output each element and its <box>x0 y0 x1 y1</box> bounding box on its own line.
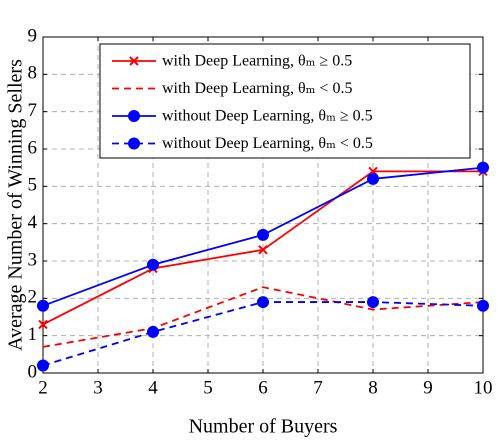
x-tick-label: 4 <box>148 377 158 398</box>
marker <box>147 325 159 338</box>
x-tick-label: 3 <box>93 377 103 398</box>
legend-label: with Deep Learning, θₘ < 0.5 <box>162 80 352 97</box>
y-tick-label: 5 <box>28 175 38 196</box>
y-tick-label: 8 <box>28 63 38 84</box>
legend-label: without Deep Learning, θₘ < 0.5 <box>162 135 373 152</box>
x-tick-label: 8 <box>368 377 378 398</box>
marker <box>477 161 489 174</box>
y-tick-label: 4 <box>28 212 38 233</box>
x-tick-label: 9 <box>423 377 433 398</box>
y-tick-label: 7 <box>28 100 38 121</box>
legend-box <box>99 43 471 159</box>
series-line <box>42 286 484 348</box>
x-tick-label: 6 <box>258 377 268 398</box>
marker <box>37 359 49 372</box>
marker <box>128 137 140 150</box>
marker <box>129 56 139 66</box>
marker <box>128 110 140 122</box>
marker <box>367 172 379 185</box>
marker <box>147 258 159 271</box>
y-axis-label: Average Number of Winning Sellers <box>5 59 27 351</box>
marker <box>477 299 489 312</box>
plot-frame <box>42 36 484 374</box>
marker <box>367 296 379 309</box>
legend-label: without Deep Learning, θₘ ≥ 0.5 <box>162 108 373 125</box>
marker <box>37 299 49 312</box>
y-tick-label: 3 <box>28 249 38 270</box>
y-tick-label: 0 <box>28 361 38 382</box>
marker <box>38 319 48 330</box>
x-tick-label: 7 <box>313 377 323 398</box>
y-tick-label: 2 <box>28 287 38 308</box>
x-tick-label: 5 <box>203 377 213 398</box>
marker <box>257 296 269 309</box>
legend-label: with Deep Learning, θₘ ≥ 0.5 <box>162 53 352 70</box>
y-tick-label: 9 <box>28 25 38 46</box>
x-axis-label: Number of Buyers <box>189 416 338 438</box>
y-tick-label: 6 <box>28 137 38 158</box>
marker <box>258 245 268 255</box>
y-tick-label: 1 <box>28 324 38 345</box>
x-tick-label: 10 <box>474 377 493 398</box>
legend: with Deep Learning, θₘ ≥ 0.5 with Deep Le… <box>99 43 471 159</box>
x-tick-label: 2 <box>38 377 48 398</box>
marker <box>257 228 269 241</box>
